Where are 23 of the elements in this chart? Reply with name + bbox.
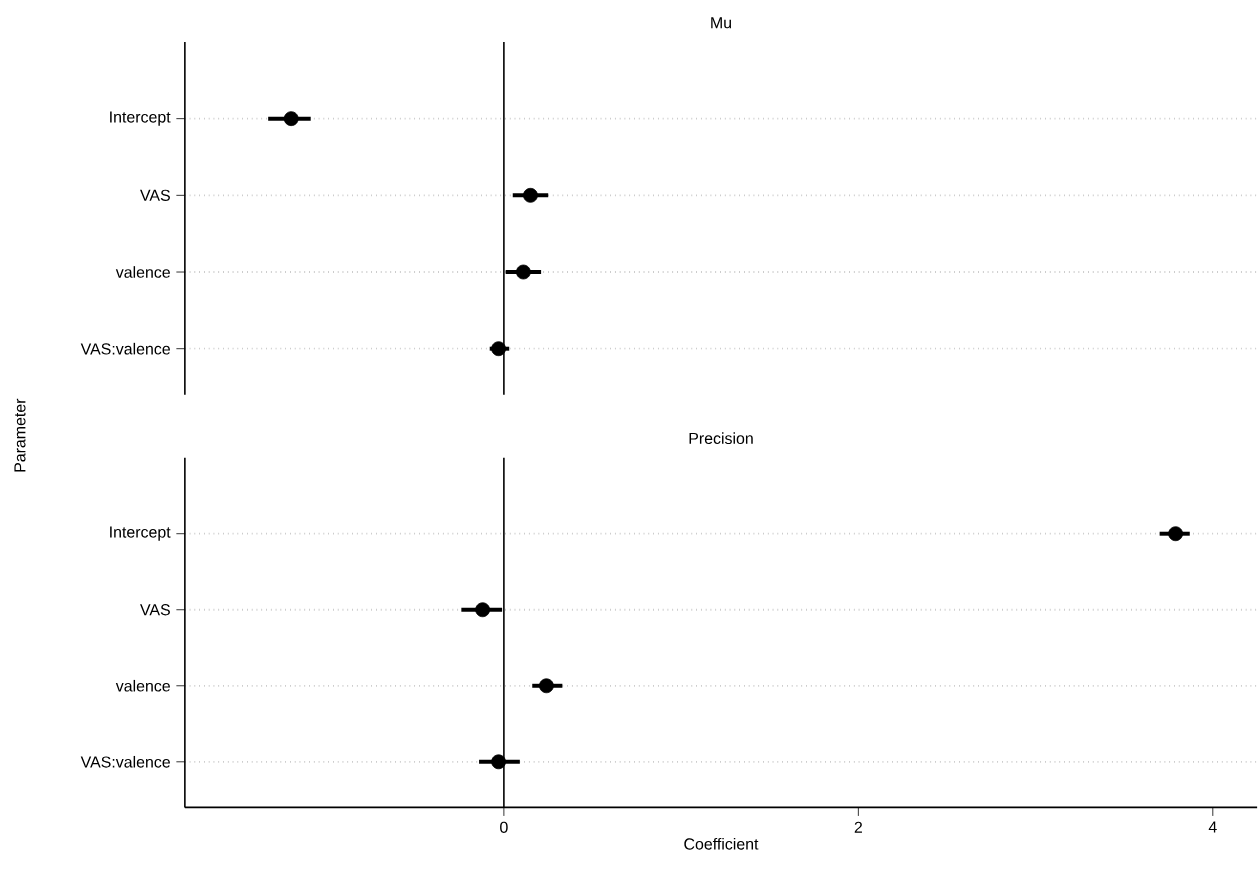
point <box>475 602 491 617</box>
chart-title: Precision <box>689 432 753 444</box>
point <box>491 341 506 356</box>
chart-title: Mu <box>711 16 732 29</box>
y-tick-label: VAS <box>140 603 170 616</box>
y-tick-label: VAS:valence <box>80 342 170 355</box>
x-tick-label: 4 <box>1208 821 1217 833</box>
y-tick-label: Intercept <box>110 111 171 126</box>
y-tick-label: Intercept <box>110 526 171 541</box>
point <box>539 678 554 693</box>
y-tick-label: VAS <box>140 189 170 201</box>
point <box>523 187 538 203</box>
x-tick-label: 2 <box>854 821 862 833</box>
y-tick-label: valence <box>115 679 170 692</box>
point <box>491 754 506 770</box>
point <box>515 264 531 280</box>
point <box>1168 526 1183 541</box>
y-tick-label: valence <box>115 265 170 278</box>
y-axis-title: Parameter <box>14 398 26 472</box>
y-tick-label: VAS:valence <box>80 755 170 768</box>
x-axis-title: Coefficient <box>684 837 759 850</box>
point <box>283 111 299 126</box>
x-tick-label: 0 <box>500 821 508 833</box>
